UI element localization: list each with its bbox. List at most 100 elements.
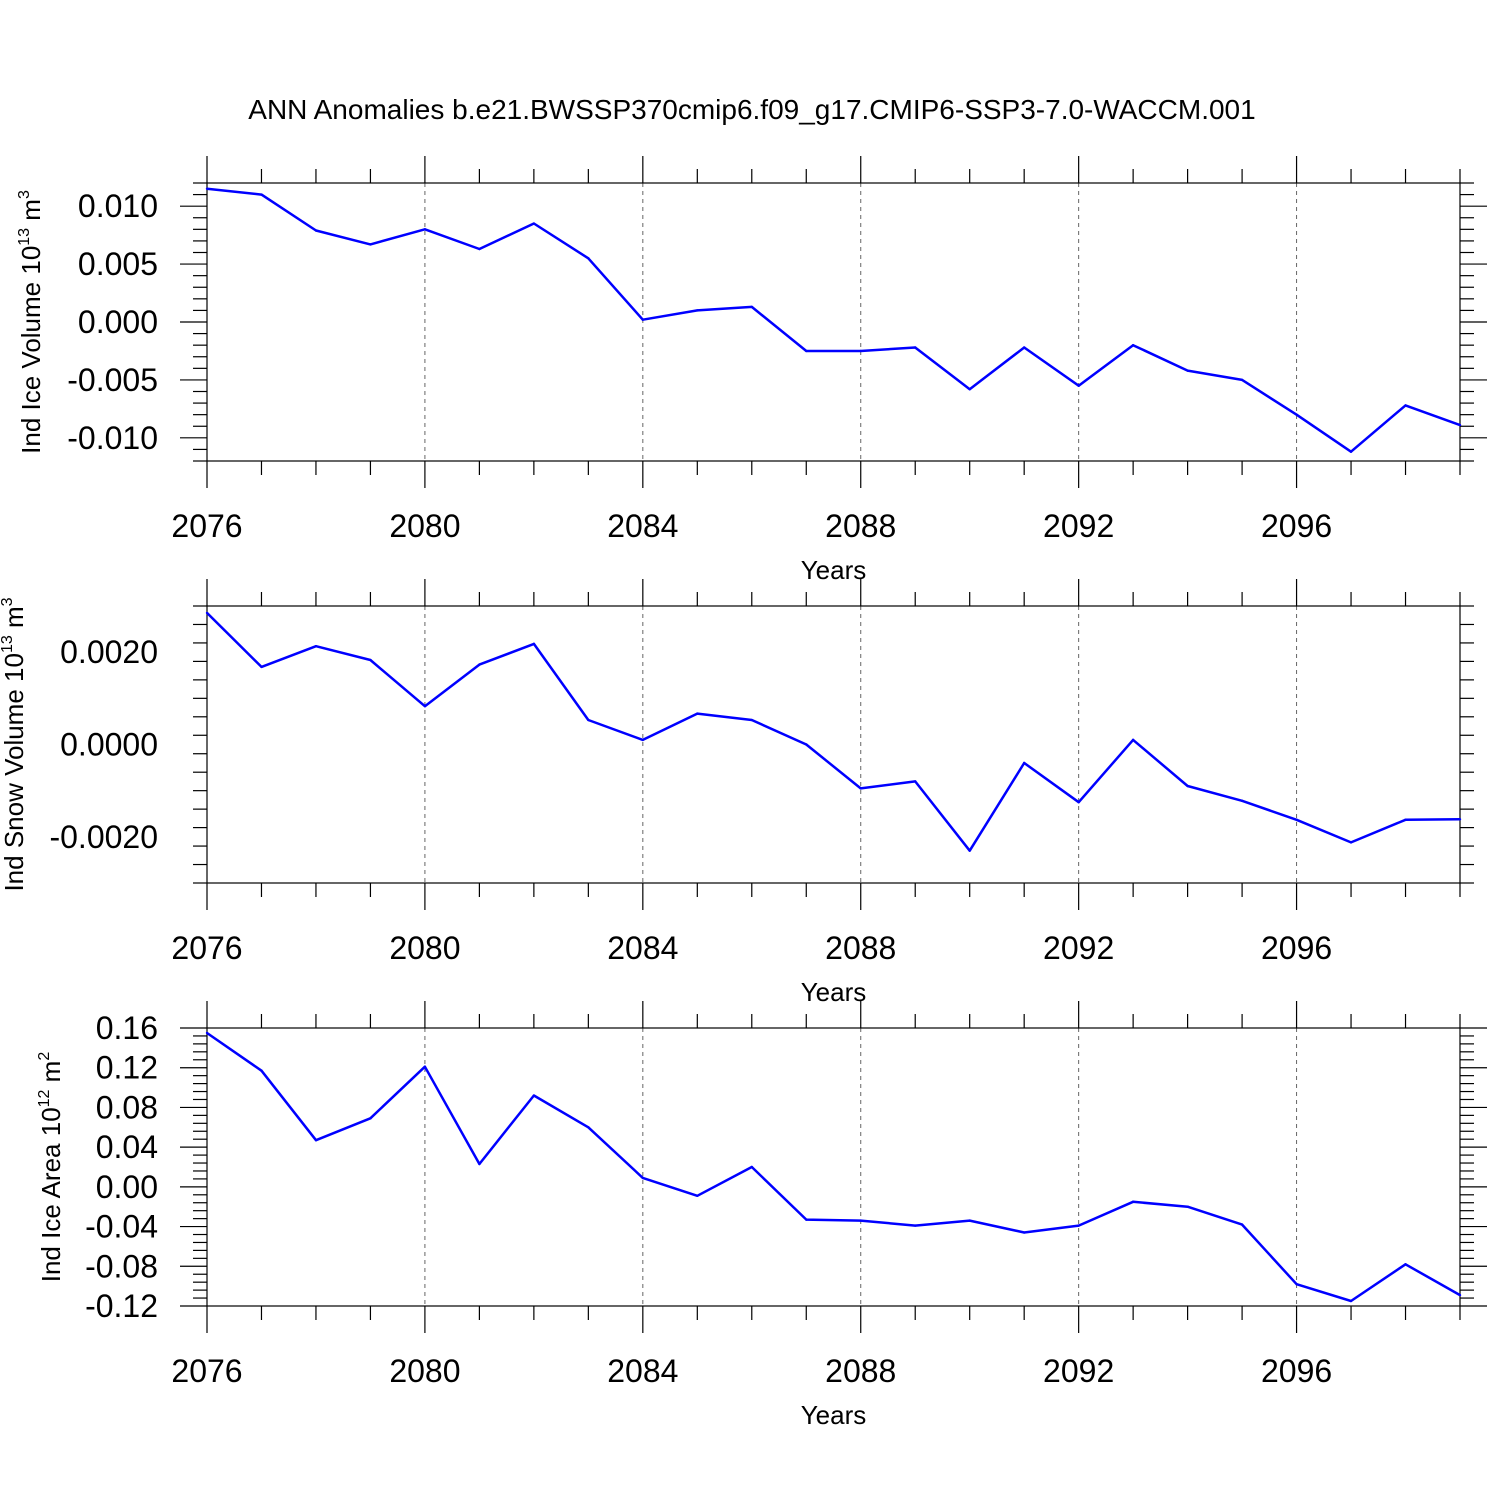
data-point: [423, 1065, 427, 1068]
y-tick-label: 0.000: [78, 304, 158, 340]
x-tick-label: 2088: [825, 508, 896, 544]
data-point: [1186, 784, 1189, 788]
y-axis-label-unit: m: [0, 606, 29, 635]
data-point: [1349, 450, 1353, 453]
data-point: [1458, 1293, 1462, 1297]
data-point: [1022, 346, 1026, 349]
data-point: [1404, 818, 1407, 821]
data-point: [478, 663, 481, 666]
y-axis-label-exp: 13: [16, 228, 33, 246]
data-point: [1240, 1223, 1244, 1226]
x-tick-label: 2088: [825, 1353, 896, 1389]
data-point: [1131, 343, 1135, 347]
data-point: [696, 1194, 699, 1197]
data-point: [641, 318, 645, 321]
x-tick-label: 2096: [1261, 508, 1332, 544]
data-point: [478, 1162, 481, 1166]
data-point: [1295, 413, 1298, 416]
y-axis-label-prefix: Ind Ice Area 10: [36, 1107, 66, 1282]
data-point: [314, 644, 318, 648]
plot-frame: [206, 605, 1461, 884]
y-tick-label: 0.005: [78, 246, 158, 282]
data-point: [587, 257, 590, 260]
data-point: [914, 780, 917, 783]
y-tick-label: -0.12: [85, 1288, 158, 1324]
x-tick-label: 2092: [1043, 1353, 1114, 1389]
data-point: [1458, 423, 1462, 427]
data-point: [260, 1069, 263, 1072]
y-axis-label-unit: m: [16, 199, 46, 228]
x-tick-label: 2076: [171, 508, 242, 544]
y-axis-label-unit: m: [36, 1061, 66, 1090]
data-point: [1404, 404, 1407, 407]
data-point: [859, 1219, 862, 1222]
data-point: [805, 1218, 808, 1221]
y-tick-label: 0.010: [78, 188, 158, 224]
data-point: [968, 1219, 971, 1222]
x-tick-label: 2088: [825, 930, 896, 966]
data-point: [1077, 384, 1080, 387]
series-line: [206, 1031, 1461, 1303]
data-point: [750, 718, 753, 722]
data-point: [314, 1138, 318, 1142]
data-point: [1295, 818, 1298, 821]
data-point: [859, 787, 862, 790]
x-tick-label: 2084: [607, 508, 678, 544]
data-point: [1240, 378, 1244, 382]
plot-frame: [206, 1027, 1461, 1307]
series-line: [206, 187, 1461, 453]
y-tick-label: -0.005: [67, 362, 158, 398]
data-point: [1022, 761, 1026, 765]
data-point: [805, 743, 808, 746]
y-axis-label-exp: 12: [36, 1089, 53, 1107]
chart-title: ANN Anomalies b.e21.BWSSP370cmip6.f09_g1…: [248, 94, 1255, 125]
data-point: [532, 222, 536, 225]
data-point: [1022, 1231, 1026, 1234]
x-tick-label: 2092: [1043, 508, 1114, 544]
data-point: [369, 658, 372, 662]
y-tick-label: -0.010: [67, 420, 158, 456]
data-point: [1131, 1200, 1135, 1203]
data-point: [1131, 738, 1135, 742]
data-point: [859, 349, 862, 353]
chart-panel-1: 2076 2080 2084 2088 2092 2096 -0.010 -0.005 0.00…: [16, 156, 1487, 585]
x-tick-label: 2080: [389, 1353, 460, 1389]
y-tick-label: 0.00: [96, 1169, 158, 1205]
x-tick-label: 2076: [171, 1353, 242, 1389]
x-axis-label: Years: [801, 555, 867, 585]
y-axis-label-unit-exp: 3: [16, 190, 33, 199]
data-point: [314, 229, 318, 232]
y-tick-label: 0.12: [96, 1050, 158, 1086]
x-tick-label: 2080: [389, 930, 460, 966]
y-tick-label: 0.04: [96, 1129, 158, 1165]
x-tick-label: 2080: [389, 508, 460, 544]
y-axis-label-unit-exp: 3: [0, 597, 16, 606]
data-point: [968, 387, 971, 391]
x-tick-label: 2076: [171, 930, 242, 966]
x-axis-label: Years: [801, 1400, 867, 1430]
data-point: [369, 243, 372, 246]
data-point: [1186, 1205, 1189, 1208]
y-axis-label: Ind Snow Volume 1013 m3: [0, 597, 29, 891]
y-tick-label: 0.16: [96, 1010, 158, 1046]
y-axis-label-unit-exp: 2: [36, 1052, 53, 1061]
data-point: [1240, 799, 1244, 803]
plot-frame: [206, 182, 1461, 462]
chart-panel-3: 2076 2080 2084 2088 2092 2096 -0.12 -0.08-0.04 0…: [36, 1001, 1487, 1430]
y-tick-label: -0.08: [85, 1248, 158, 1284]
x-tick-label: 2092: [1043, 930, 1114, 966]
data-point: [696, 712, 699, 715]
data-point: [1349, 841, 1353, 844]
data-point: [1186, 369, 1189, 372]
data-point: [260, 665, 263, 669]
data-point: [423, 704, 427, 708]
data-point: [205, 1031, 209, 1035]
data-point: [1349, 1299, 1353, 1303]
chart-panel-2: 2076 2080 2084 2088 2092 2096 -0.0020 0.0000 0.0…: [0, 579, 1474, 1007]
y-tick-label: 0.0000: [60, 727, 158, 763]
data-point: [369, 1117, 372, 1120]
data-point: [805, 349, 808, 353]
y-axis-label-prefix: Ind Snow Volume 10: [0, 653, 29, 892]
data-point: [1077, 1224, 1080, 1227]
